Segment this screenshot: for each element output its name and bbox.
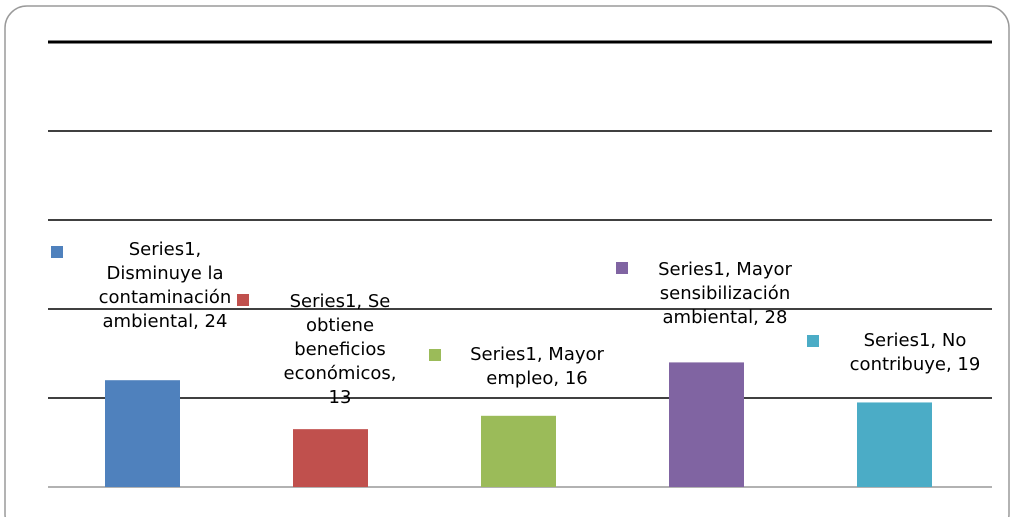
data-label-line: contribuye, 19 <box>850 354 981 375</box>
bar: Mayor sensibilización ambiental <box>669 362 744 487</box>
chart-frame <box>4 5 1010 517</box>
data-label-line: Disminuye la <box>106 263 223 284</box>
bar: Se obtiene beneficios económicos <box>293 429 368 487</box>
data-label: Series1, Mayor empleo, 16 <box>470 344 604 389</box>
data-label-line: Series1, Mayor <box>658 259 792 280</box>
legend-key <box>429 349 441 361</box>
data-label-line: beneficios <box>294 339 386 360</box>
data-label: Series1, Disminuye la contaminación ambient… <box>99 239 232 332</box>
data-label-line: ambiental, 24 <box>103 311 228 332</box>
data-label-line: ambiental, 28 <box>663 307 788 328</box>
data-label-line: 13 <box>329 387 352 408</box>
data-label-line: obtiene <box>306 315 374 336</box>
data-label: Series1, No contribuye, 19 <box>850 330 981 375</box>
data-label-line: Series1, No <box>864 330 967 351</box>
legend-key <box>51 246 63 258</box>
bar: No contribuye <box>857 402 932 487</box>
data-label-line: empleo, 16 <box>486 368 587 389</box>
legend-key <box>616 262 628 274</box>
bar: Mayor empleo <box>481 415 556 487</box>
legend-key <box>237 294 249 306</box>
legend-key <box>807 335 819 347</box>
data-label-line: económicos, <box>284 363 397 384</box>
data-label: Series1, Mayor sensibilización ambiental, … <box>658 259 792 328</box>
data-label-line: contaminación <box>99 287 232 308</box>
data-label-line: Series1, Mayor <box>470 344 604 365</box>
data-label: Series1, Se obtiene beneficios económicos, 1… <box>284 291 397 408</box>
data-label-line: Series1, Se <box>290 291 391 312</box>
data-label-line: Series1, <box>129 239 202 260</box>
data-label-line: sensibilización <box>660 283 790 304</box>
bar: Disminuye la contaminación ambiental <box>105 380 180 487</box>
